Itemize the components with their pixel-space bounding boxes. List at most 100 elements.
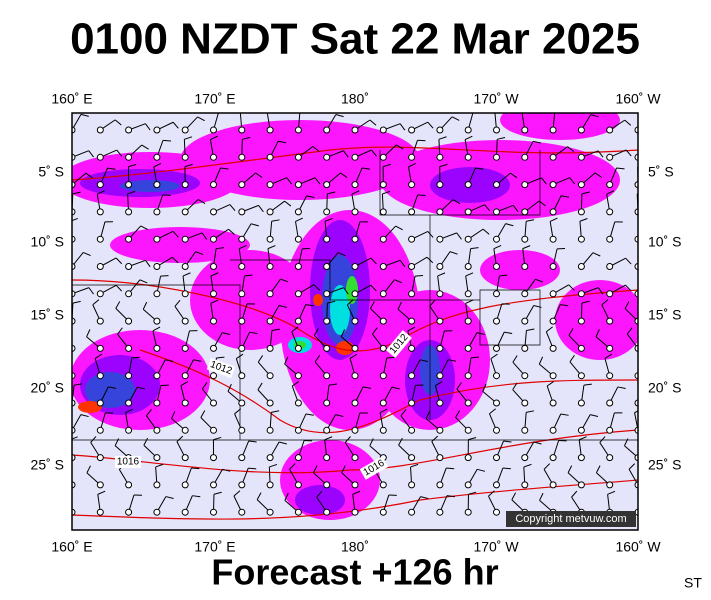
barb	[499, 274, 508, 277]
station	[351, 290, 359, 298]
barb	[172, 256, 179, 264]
barb	[117, 327, 123, 335]
latitude-label: 5˚ S	[648, 164, 674, 180]
latitude-label: 25˚ S	[648, 457, 681, 473]
station	[493, 372, 500, 380]
station	[323, 263, 331, 270]
station	[238, 317, 246, 325]
barb	[607, 490, 616, 495]
station	[577, 399, 585, 407]
station	[238, 344, 246, 352]
station	[96, 317, 104, 325]
station	[549, 263, 557, 270]
station	[153, 153, 161, 161]
barb	[344, 436, 351, 443]
station	[210, 317, 217, 325]
barb	[284, 200, 292, 207]
station	[549, 290, 557, 298]
barb	[312, 146, 320, 152]
barb	[327, 300, 336, 304]
station	[125, 126, 133, 134]
station	[351, 344, 359, 352]
barb	[250, 223, 259, 227]
station	[464, 508, 472, 516]
station	[408, 426, 416, 434]
station	[436, 454, 444, 462]
station	[493, 344, 500, 352]
barb	[649, 280, 656, 283]
station	[153, 481, 161, 489]
barb	[569, 177, 576, 185]
barb	[128, 163, 137, 168]
station	[521, 263, 529, 270]
barb	[152, 326, 161, 332]
barb	[305, 304, 314, 307]
station	[606, 208, 614, 216]
station	[464, 426, 472, 434]
station	[521, 290, 529, 298]
wind-barbs	[72, 113, 656, 516]
barb	[435, 381, 443, 386]
barb	[482, 383, 487, 392]
station	[294, 481, 302, 489]
station	[549, 454, 557, 462]
station	[266, 508, 274, 516]
barb	[107, 167, 116, 170]
barb	[420, 496, 429, 500]
barb	[291, 381, 300, 387]
station	[493, 426, 500, 434]
barb	[74, 383, 83, 386]
barb	[340, 172, 348, 178]
barb	[210, 135, 218, 141]
barb	[176, 435, 184, 442]
longitude-label: 180˚	[341, 539, 369, 555]
barb	[464, 135, 473, 141]
station	[521, 208, 529, 216]
barb	[143, 437, 149, 446]
barb	[637, 510, 638, 513]
barb	[455, 410, 461, 418]
station	[351, 263, 359, 270]
barb	[114, 438, 120, 446]
barb	[116, 149, 123, 157]
barb	[571, 490, 578, 498]
station	[238, 208, 246, 216]
copyright[interactable]: Copyright metvuw.com	[515, 513, 626, 525]
barb	[80, 113, 89, 117]
barb	[505, 223, 514, 227]
barb	[637, 292, 638, 294]
barb	[597, 287, 604, 295]
station	[181, 263, 189, 270]
barb	[340, 329, 346, 337]
station	[351, 208, 359, 216]
station	[379, 481, 387, 489]
station	[464, 481, 472, 489]
barb	[431, 435, 439, 442]
barb	[97, 190, 105, 195]
barb	[446, 467, 455, 470]
station	[96, 399, 104, 407]
station	[266, 372, 274, 380]
barb	[337, 252, 346, 257]
barb	[625, 149, 632, 157]
barb	[625, 284, 632, 292]
barb	[493, 244, 502, 250]
station	[294, 263, 302, 270]
barb	[526, 328, 535, 331]
station	[436, 181, 444, 189]
station	[577, 235, 585, 243]
barb	[581, 191, 590, 195]
station	[153, 372, 161, 380]
barb	[601, 299, 609, 306]
station	[606, 235, 614, 243]
station	[294, 508, 302, 516]
barb	[278, 441, 287, 445]
station	[238, 426, 246, 434]
station	[521, 454, 529, 462]
barb	[88, 287, 94, 295]
longitude-label: 160˚ W	[615, 539, 661, 555]
station	[210, 399, 217, 407]
barb	[437, 272, 446, 277]
station	[436, 153, 444, 161]
barb	[115, 257, 123, 265]
